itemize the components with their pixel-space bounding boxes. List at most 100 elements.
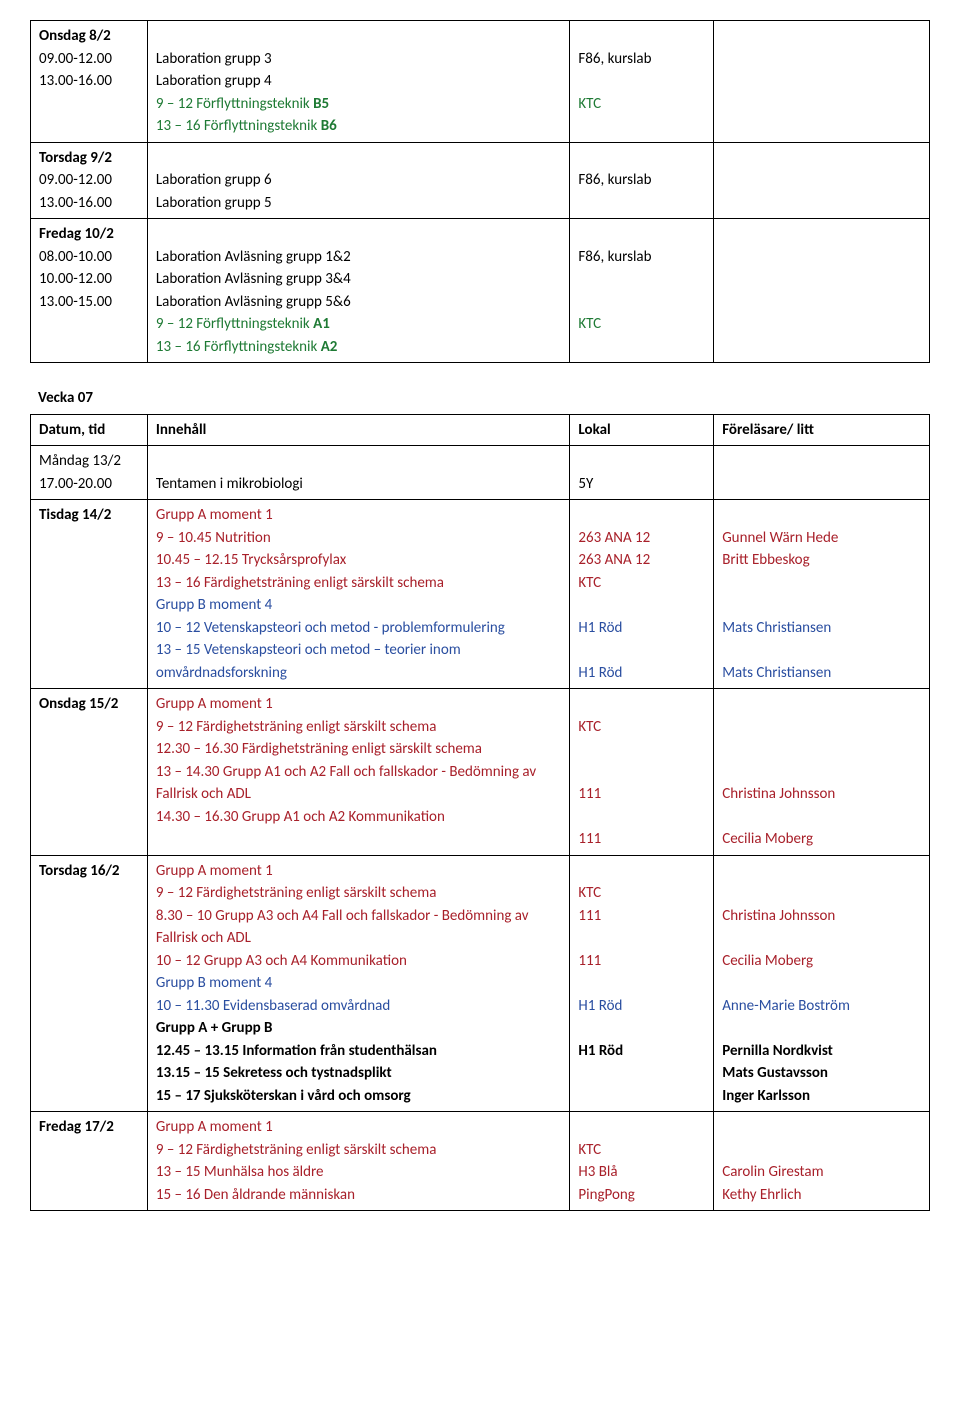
cell-date: Onsdag 8/209.00-12.0013.00-16.00 <box>31 21 148 143</box>
lokal-line: PingPong <box>578 1184 705 1207</box>
lect-line <box>722 639 921 662</box>
cell-lect: Carolin GirestamKethy Ehrlich <box>714 1112 930 1211</box>
content-line: Grupp A + Grupp B <box>156 1017 562 1040</box>
content-line: Laboration grupp 3 <box>156 48 562 71</box>
date-line: Fredag 17/2 <box>39 1116 139 1139</box>
lokal-line <box>578 972 705 995</box>
content-line: 9 – 12 Förflyttningsteknik B5 <box>156 93 562 116</box>
cell-lect <box>714 219 930 363</box>
schedule-table-2: Datum, tidInnehållLokalFöreläsare/ littM… <box>30 414 930 1212</box>
lect-line: Anne-Marie Boström <box>722 995 921 1018</box>
lect-line <box>722 1017 921 1040</box>
cell-lokal: 263 ANA 12263 ANA 12KTC H1 Röd H1 Röd <box>570 500 714 689</box>
cell-date: Fredag 10/208.00-10.0010.00-12.0013.00-1… <box>31 219 148 363</box>
cell-lokal: KTCH3 BlåPingPong <box>570 1112 714 1211</box>
lokal-line <box>578 806 705 829</box>
lokal-line: 111 <box>578 905 705 928</box>
content-line: Grupp A moment 1 <box>156 504 562 527</box>
content-line: 13 – 16 Förflyttningsteknik B6 <box>156 115 562 138</box>
date-line: Onsdag 15/2 <box>39 693 139 716</box>
lect-line <box>722 594 921 617</box>
cell-date: Torsdag 16/2 <box>31 855 148 1112</box>
date-line: Måndag 13/2 <box>39 450 139 473</box>
lokal-line: KTC <box>578 93 705 116</box>
cell-lokal: F86, kurslab KTC <box>570 21 714 143</box>
lokal-line <box>578 693 705 716</box>
cell-content: Laboration grupp 6Laboration grupp 5 <box>147 142 570 219</box>
lect-line: Cecilia Moberg <box>722 828 921 851</box>
content-line: 12.45 – 13.15 Information från studenthä… <box>156 1040 562 1063</box>
date-line: Torsdag 9/2 <box>39 147 139 170</box>
cell-content: Grupp A moment 19 – 12 Färdighetsträning… <box>147 689 570 856</box>
cell-lect: Christina Johnsson Cecilia Moberg Anne-M… <box>714 855 930 1112</box>
cell-lect: Christina Johnsson Cecilia Moberg <box>714 689 930 856</box>
lect-line <box>722 716 921 739</box>
lokal-line: H1 Röd <box>578 662 705 685</box>
date-line: 17.00-20.00 <box>39 473 139 496</box>
date-line: Torsdag 16/2 <box>39 860 139 883</box>
lect-line <box>722 1116 921 1139</box>
date-line: Onsdag 8/2 <box>39 25 139 48</box>
cell-date: Torsdag 9/209.00-12.0013.00-16.00 <box>31 142 148 219</box>
cell-lect <box>714 21 930 143</box>
table-row: Tisdag 14/2 Grupp A moment 19 – 10.45 Nut… <box>31 500 930 689</box>
table-header-row: Datum, tidInnehållLokalFöreläsare/ litt <box>31 414 930 446</box>
cell-content: Grupp A moment 19 – 12 Färdighetsträning… <box>147 1112 570 1211</box>
cell-lokal: F86, kurslab KTC <box>570 219 714 363</box>
table-row: Onsdag 15/2 Grupp A moment 19 – 12 Färdig… <box>31 689 930 856</box>
content-line: Laboration Avläsning grupp 1&2 <box>156 246 562 269</box>
lokal-line: H1 Röd <box>578 1040 705 1063</box>
lect-line: Christina Johnsson <box>722 905 921 928</box>
cell-date: Fredag 17/2 <box>31 1112 148 1211</box>
lokal-line <box>578 927 705 950</box>
content-line: Grupp A moment 1 <box>156 1116 562 1139</box>
content-line: Laboration grupp 6 <box>156 169 562 192</box>
lokal-line <box>578 1017 705 1040</box>
lokal-line: KTC <box>578 716 705 739</box>
cell-content: Tentamen i mikrobiologi <box>147 446 570 500</box>
date-line: 09.00-12.00 <box>39 169 139 192</box>
lect-line <box>722 572 921 595</box>
lect-line <box>722 882 921 905</box>
content-line: Grupp B moment 4 <box>156 972 562 995</box>
table-row: Onsdag 8/209.00-12.0013.00-16.00 Laborat… <box>31 21 930 143</box>
content-line: 9 – 10.45 Nutrition <box>156 527 562 550</box>
content-line: 13 – 15 Vetenskapsteori och metod – teor… <box>156 639 562 684</box>
content-line <box>156 223 562 246</box>
lect-line: Mats Christiansen <box>722 662 921 685</box>
lokal-line: F86, kurslab <box>578 169 705 192</box>
cell-date: Måndag 13/217.00-20.00 <box>31 446 148 500</box>
lokal-line: 111 <box>578 950 705 973</box>
content-line <box>156 25 562 48</box>
content-line: 9 – 12 Förflyttningsteknik A1 <box>156 313 562 336</box>
lokal-line: H1 Röd <box>578 617 705 640</box>
content-line: Laboration Avläsning grupp 5&6 <box>156 291 562 314</box>
content-line <box>156 450 562 473</box>
cell-content: Grupp A moment 19 – 10.45 Nutrition10.45… <box>147 500 570 689</box>
header-cell: Föreläsare/ litt <box>714 414 930 446</box>
lokal-line <box>578 147 705 170</box>
cell-lokal: KTC 111 111 <box>570 689 714 856</box>
table-row: Torsdag 16/2 Grupp A moment 19 – 12 Färdi… <box>31 855 930 1112</box>
lokal-line: F86, kurslab <box>578 246 705 269</box>
lokal-line <box>578 1116 705 1139</box>
lect-line: Gunnel Wärn Hede <box>722 527 921 550</box>
content-line: 13 – 16 Förflyttningsteknik A2 <box>156 336 562 359</box>
content-line: 12.30 – 16.30 Färdighetsträning enligt s… <box>156 738 562 761</box>
content-line: 15 – 17 Sjuksköterskan i vård och omsorg <box>156 1085 562 1108</box>
lokal-line <box>578 450 705 473</box>
cell-lect <box>714 142 930 219</box>
cell-lokal: 5Y <box>570 446 714 500</box>
lokal-line <box>578 594 705 617</box>
table-row: Fredag 17/2 Grupp A moment 19 – 12 Färdig… <box>31 1112 930 1211</box>
lect-line <box>722 738 921 761</box>
lect-line <box>722 693 921 716</box>
lokal-line: 263 ANA 12 <box>578 549 705 572</box>
cell-content: Laboration Avläsning grupp 1&2 Laboration… <box>147 219 570 363</box>
cell-content: Grupp A moment 19 – 12 Färdighetsträning… <box>147 855 570 1112</box>
lect-line: Christina Johnsson <box>722 783 921 806</box>
date-line: Tisdag 14/2 <box>39 504 139 527</box>
lect-line <box>722 806 921 829</box>
content-line: 13.15 – 15 Sekretess och tystnadsplikt <box>156 1062 562 1085</box>
header-cell: Datum, tid <box>31 414 148 446</box>
